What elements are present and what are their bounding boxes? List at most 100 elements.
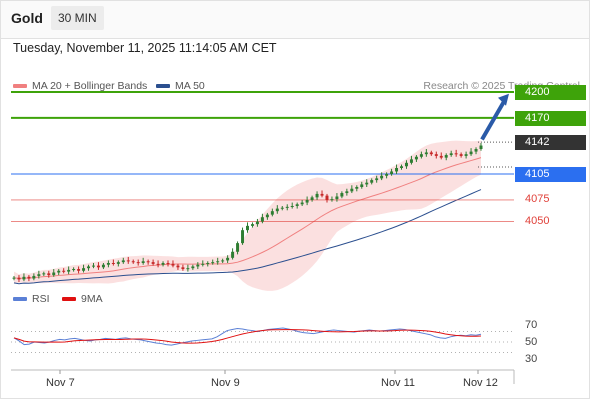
candle [474,149,478,152]
candle [156,263,160,265]
legend-ma50-label: MA 50 [175,80,205,92]
candle [42,273,46,275]
candle [439,155,443,158]
x-label-nov7: Nov 7 [46,377,75,389]
candle [57,270,61,273]
candle [449,153,453,156]
ma20-swatch [13,84,27,89]
candle [350,188,354,192]
candle [270,211,274,215]
legend-rsi-label: RSI [32,293,50,305]
rsi-swatch [13,297,27,302]
candle [280,207,284,209]
candle [444,155,448,158]
legend-ma20-label: MA 20 + Bollinger Bands [32,80,148,92]
legend-rsi-ma: 9MA [62,293,103,305]
candle [22,276,26,280]
candle [464,154,468,156]
candle [196,264,200,267]
candle [206,263,210,264]
candle [47,273,51,276]
legend-rsi: RSI [13,293,50,305]
timeframe-button[interactable]: 30 MIN [51,6,104,30]
candle [479,145,483,149]
level-label-4050: 4050 [525,214,550,227]
candle [82,268,86,271]
candle [325,195,329,200]
chart-datetime: Tuesday, November 11, 2025 11:14:05 AM C… [13,41,277,55]
level-label-4200: 4200 [515,85,586,100]
candle [62,270,66,272]
candle [315,193,319,198]
candle [365,182,369,185]
rsi-tick-30: 30 [525,353,538,365]
candle [87,266,91,269]
candle [176,265,180,268]
candle [320,193,324,196]
candle [166,263,170,264]
candle [335,196,339,200]
candle [146,261,150,263]
candle [255,221,259,225]
bollinger-band [14,140,481,291]
legend-rsi-ma-label: 9MA [81,293,103,305]
candle [151,262,155,264]
candle [419,154,423,157]
candle [101,264,105,268]
candle [414,156,418,160]
candle [340,193,344,197]
candle [96,265,100,268]
candle [236,243,240,252]
candle [131,261,135,263]
candle [226,257,230,261]
candle [121,260,125,263]
candle [161,263,165,265]
x-label-nov11: Nov 11 [381,377,416,389]
candle [345,191,349,194]
candle [191,266,195,269]
candle [385,174,389,176]
candle [116,262,120,264]
candle [231,251,235,258]
candle [17,277,21,280]
target-arrow-head [498,93,509,106]
target-arrow-shaft [480,98,507,141]
candle [186,268,190,270]
candle [305,199,309,203]
candle [211,262,215,264]
candle [295,204,299,206]
rsi-ma-line [13,329,482,344]
level-label-4170: 4170 [515,110,586,126]
candle [260,217,264,222]
candle [52,272,56,276]
ma50-line [13,189,482,285]
instrument-title: Gold [11,10,43,26]
candle [12,277,16,279]
ma50-swatch [156,84,170,89]
level-label-4075: 4075 [525,192,550,205]
candle [201,263,205,265]
candle [390,171,394,175]
candle [265,214,269,218]
x-label-nov9: Nov 9 [211,377,240,389]
candle [141,261,145,263]
candle [404,162,408,167]
candle [330,199,334,201]
candle [459,154,463,156]
candle [32,275,36,279]
ma20-line [13,157,482,280]
candle [434,154,438,156]
candle [454,153,458,155]
candle [400,166,404,168]
legend-ma50: MA 50 [156,80,205,92]
candle [136,262,140,264]
level-label-4105: 4105 [515,167,586,183]
level-label-4142: 4142 [515,135,586,151]
rsi-ma-swatch [62,297,76,302]
candle [181,267,185,270]
candle [106,263,110,265]
candle [171,263,175,266]
candle [429,152,433,155]
x-label-nov12: Nov 12 [463,377,498,389]
